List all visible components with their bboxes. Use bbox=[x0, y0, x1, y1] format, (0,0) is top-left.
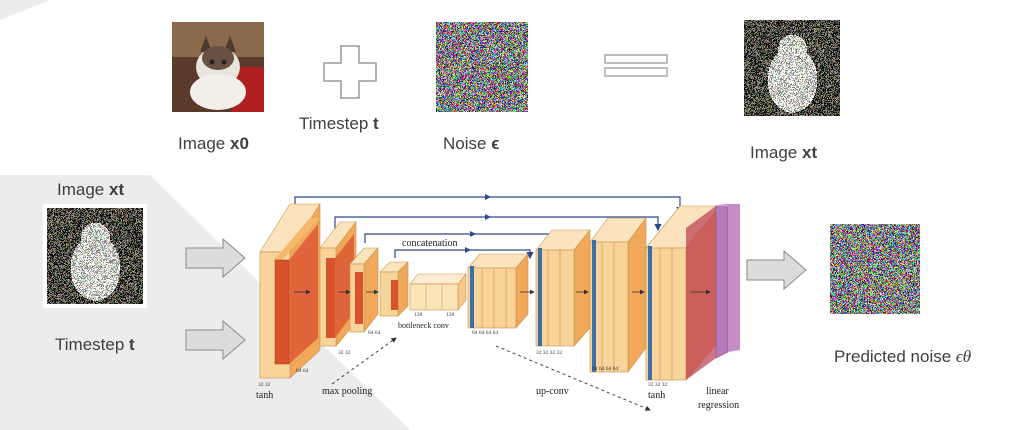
timestep-label-top: Timestep t bbox=[299, 114, 379, 134]
noisy-image-input bbox=[47, 208, 143, 304]
ch-label-6464-b: 64 64 bbox=[368, 330, 381, 336]
ch-label-3232s: 32 32 32 32 bbox=[536, 350, 562, 356]
noise-var: ϵ bbox=[491, 134, 500, 153]
noise-image bbox=[436, 22, 528, 112]
equals-icon bbox=[604, 54, 668, 77]
image-xt-top-prefix: Image bbox=[750, 143, 802, 162]
tanh-right-label: tanh bbox=[648, 390, 665, 401]
image-xt-left-var: xt bbox=[108, 180, 125, 199]
output-arrow-icon bbox=[746, 250, 807, 290]
decoder-block-2 bbox=[535, 229, 591, 347]
ch-label-6464-a: 64 64 bbox=[296, 368, 309, 374]
noisy-image-xt bbox=[744, 20, 840, 116]
timestep-top-var: t bbox=[373, 114, 379, 133]
image-x0-label: Image x0 bbox=[178, 134, 249, 154]
image-xt-label-top: Image xt bbox=[750, 143, 817, 163]
decoder-block-3 bbox=[589, 217, 647, 373]
noise-label: Noise ϵ bbox=[443, 134, 499, 154]
max-pooling-label: max pooling bbox=[322, 386, 372, 397]
ch-label-3232-a: 32 32 bbox=[258, 382, 271, 388]
image-xt-label-left: Image xt bbox=[57, 180, 124, 200]
image-xt-left-prefix: Image bbox=[57, 180, 109, 199]
concatenation-label: concatenation bbox=[402, 238, 458, 249]
encoder-block-1 bbox=[259, 202, 321, 379]
ch-label-128-a: 128 bbox=[414, 312, 423, 318]
linear-label: linear bbox=[706, 386, 729, 397]
predicted-noise-prefix: Predicted noise bbox=[834, 347, 956, 366]
bottleneck-label: bottleneck conv bbox=[398, 321, 449, 330]
cat-image-x0 bbox=[172, 22, 264, 112]
timestep-top-prefix: Timestep bbox=[299, 114, 374, 133]
timestep-left-var: t bbox=[129, 335, 135, 354]
unet-diagram: concatenation bottleneck conv max poolin… bbox=[256, 194, 740, 411]
up-conv-label: up-conv bbox=[536, 386, 569, 397]
encoder-block-4 bbox=[379, 261, 409, 317]
image-x0-prefix: Image bbox=[178, 134, 230, 153]
image-xt-top-var: xt bbox=[801, 143, 818, 162]
noise-prefix: Noise bbox=[443, 134, 492, 153]
timestep-left-prefix: Timestep bbox=[55, 335, 130, 354]
input-arrow-icon-2 bbox=[185, 320, 246, 360]
ch-label-64s: 64 64 64 64 bbox=[472, 330, 498, 336]
predicted-noise-image bbox=[830, 224, 920, 314]
regression-label: regression bbox=[698, 400, 739, 411]
predicted-noise-label: Predicted noise ϵθ bbox=[834, 347, 971, 367]
timestep-label-left: Timestep t bbox=[55, 335, 135, 355]
plus-icon bbox=[323, 45, 377, 99]
bottleneck-block bbox=[409, 273, 467, 311]
input-arrow-icon-1 bbox=[185, 238, 246, 278]
predicted-noise-var: ϵθ bbox=[955, 347, 972, 366]
ch-label-3232-b: 32 32 bbox=[338, 350, 351, 356]
tanh-left-label: tanh bbox=[256, 390, 273, 401]
ch-label-3232-c: 32 32 32 bbox=[648, 382, 668, 388]
encoder-block-3 bbox=[349, 247, 379, 333]
decoder-block-1 bbox=[467, 253, 529, 329]
image-x0-var: x0 bbox=[229, 134, 249, 153]
ch-label-64s-b: 64 64 64 64 bbox=[592, 366, 618, 372]
ch-label-128-b: 128 bbox=[446, 312, 455, 318]
decoder-block-4 bbox=[645, 203, 740, 381]
